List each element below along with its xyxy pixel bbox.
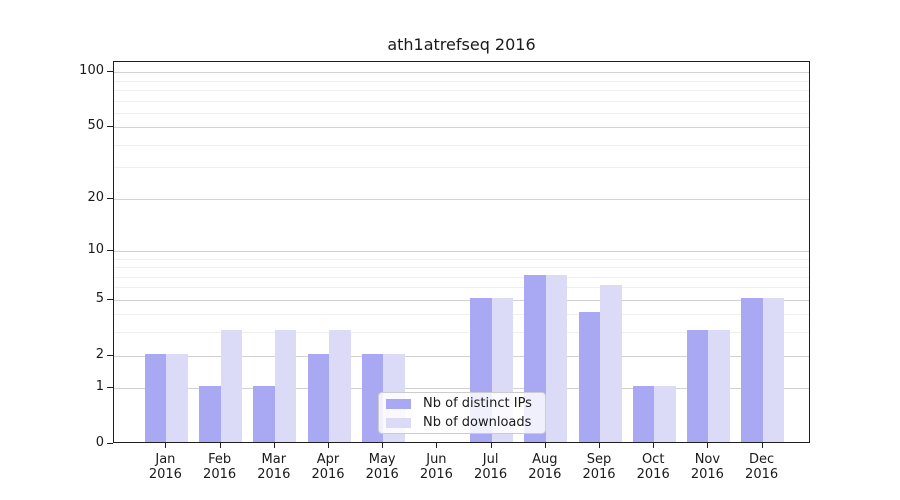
- y-tick-label: 20: [87, 189, 104, 205]
- bar-downloads: [545, 274, 568, 442]
- bar-downloads: [220, 330, 243, 442]
- gridline-minor: [114, 80, 809, 82]
- x-tick: [436, 443, 438, 448]
- gridline-minor: [114, 258, 809, 260]
- legend-label-downloads: Nb of downloads: [423, 415, 532, 430]
- gridline-minor: [114, 167, 809, 169]
- legend-label-distinct-ips: Nb of distinct IPs: [423, 396, 532, 411]
- x-tick: [382, 443, 384, 448]
- x-tick-label: Jul 2016: [474, 452, 508, 482]
- bar-distinct-ips: [199, 386, 221, 442]
- bar-downloads: [708, 330, 730, 442]
- bar-downloads: [329, 330, 351, 442]
- x-tick-label: May 2016: [365, 452, 399, 482]
- x-tick-label: Dec 2016: [745, 452, 779, 482]
- x-tick: [653, 443, 655, 448]
- bar-distinct-ips: [632, 386, 655, 442]
- y-tick-label: 1: [95, 379, 104, 395]
- bar-downloads: [600, 285, 622, 442]
- x-tick: [219, 443, 221, 448]
- bar-downloads: [274, 330, 297, 442]
- x-tick-label: Oct 2016: [636, 452, 670, 482]
- x-tick: [761, 443, 763, 448]
- y-tick-label: 50: [87, 118, 104, 134]
- x-tick-label: Aug 2016: [528, 452, 562, 482]
- x-tick: [599, 443, 600, 448]
- bar-distinct-ips: [741, 297, 763, 442]
- gridline-major: [114, 355, 809, 357]
- x-tick: [707, 443, 709, 448]
- y-tick: [107, 126, 113, 128]
- y-tick-label: 2: [95, 346, 104, 362]
- gridline-major: [114, 127, 809, 129]
- y-tick: [107, 71, 113, 73]
- y-tick: [107, 197, 113, 199]
- gridline-major: [114, 250, 809, 252]
- x-tick-label: Mar 2016: [257, 452, 291, 482]
- bar-downloads: [762, 297, 785, 442]
- x-tick-label: Feb 2016: [203, 452, 237, 482]
- gridline-minor: [114, 314, 809, 316]
- y-tick: [107, 443, 113, 444]
- gridline-minor: [114, 287, 809, 289]
- gridline-minor: [114, 90, 809, 91]
- gridline-minor: [114, 332, 809, 334]
- y-tick: [107, 387, 113, 389]
- x-tick-label: Jun 2016: [419, 452, 453, 482]
- gridline-minor: [114, 112, 809, 114]
- plot-area: [113, 61, 810, 443]
- x-tick: [490, 443, 492, 448]
- bar-distinct-ips: [361, 353, 384, 442]
- legend: Nb of distinct IPs Nb of downloads: [378, 392, 546, 434]
- bar-distinct-ips: [144, 353, 167, 442]
- gridline-minor: [114, 267, 809, 268]
- x-tick-label: Sep 2016: [582, 452, 616, 482]
- bar-distinct-ips: [578, 312, 600, 442]
- gridline-minor: [114, 276, 809, 278]
- legend-swatch-distinct-ips-icon: [386, 398, 411, 409]
- legend-item-downloads: Nb of downloads: [386, 415, 545, 430]
- chart-title: ath1atrefseq 2016: [387, 35, 536, 54]
- x-tick: [328, 443, 329, 448]
- y-tick-label: 10: [87, 241, 104, 257]
- bar-distinct-ips: [686, 330, 709, 442]
- gridline-major: [114, 72, 809, 74]
- y-tick: [107, 298, 113, 300]
- y-tick-label: 5: [95, 290, 104, 306]
- x-tick-label: Jan 2016: [148, 452, 182, 482]
- bar-downloads: [166, 353, 188, 442]
- y-tick: [107, 354, 113, 356]
- x-tick: [165, 443, 167, 448]
- x-tick: [544, 443, 546, 448]
- bar-distinct-ips: [253, 386, 275, 442]
- bar-distinct-ips: [307, 353, 329, 442]
- legend-item-distinct-ips: Nb of distinct IPs: [386, 396, 545, 411]
- gridline-major: [114, 198, 809, 200]
- gridline-minor: [114, 144, 809, 146]
- gridline-major: [114, 388, 809, 390]
- gridline-minor: [114, 100, 809, 102]
- y-tick-label: 0: [95, 435, 104, 450]
- gridline-major: [114, 299, 809, 301]
- y-tick: [107, 249, 113, 251]
- x-tick-label: Apr 2016: [311, 452, 345, 482]
- y-tick-label: 100: [79, 63, 104, 79]
- bar-downloads: [654, 386, 676, 442]
- legend-swatch-downloads-icon: [386, 417, 411, 428]
- x-tick-label: Nov 2016: [690, 452, 724, 482]
- x-tick: [273, 443, 275, 448]
